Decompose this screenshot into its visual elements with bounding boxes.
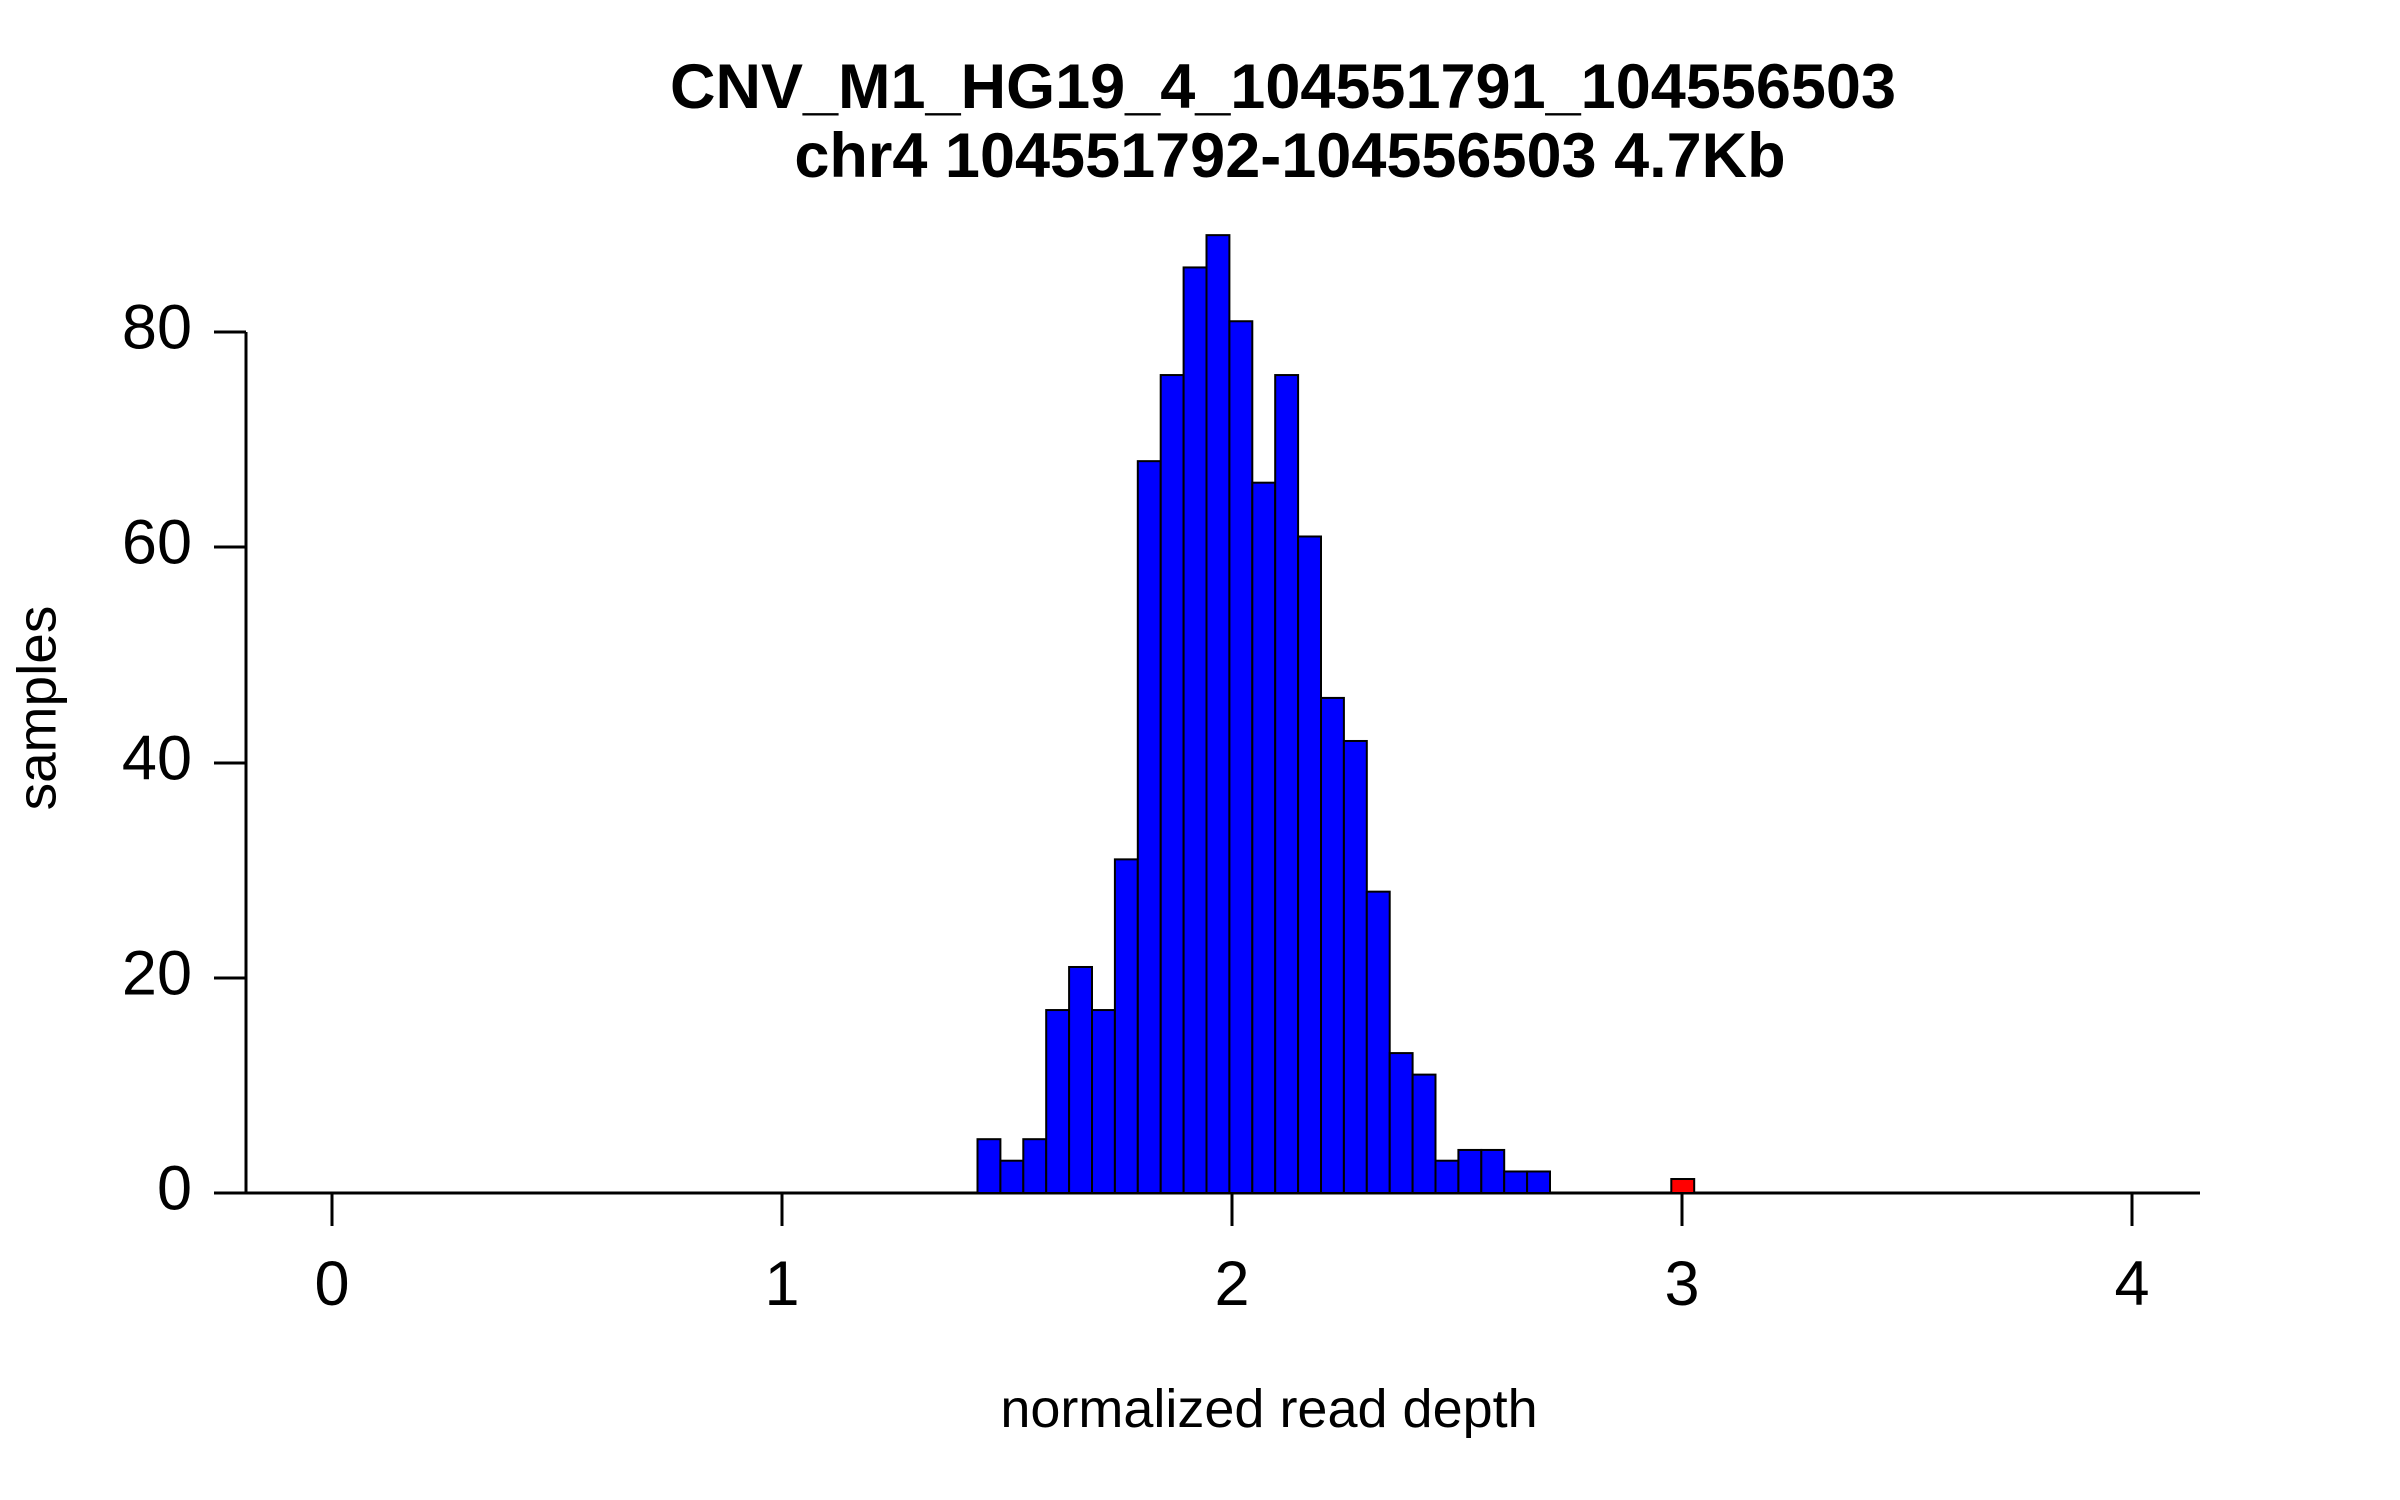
- svg-text:40: 40: [122, 724, 192, 794]
- svg-text:0: 0: [157, 1154, 192, 1224]
- svg-text:20: 20: [122, 939, 192, 1009]
- svg-text:4: 4: [2114, 1249, 2149, 1319]
- svg-text:samples: samples: [6, 606, 68, 811]
- svg-text:1: 1: [764, 1249, 799, 1319]
- svg-text:60: 60: [122, 508, 192, 578]
- svg-text:3: 3: [1664, 1249, 1699, 1319]
- svg-text:normalized read depth: normalized read depth: [1000, 1379, 1537, 1439]
- svg-text:chr4 104551792-104556503 4.7Kb: chr4 104551792-104556503 4.7Kb: [794, 121, 1785, 191]
- svg-text:80: 80: [122, 293, 192, 363]
- svg-text:0: 0: [314, 1249, 349, 1319]
- svg-text:CNV_M1_HG19_4_104551791_104556: CNV_M1_HG19_4_104551791_104556503: [670, 52, 1896, 122]
- svg-text:2: 2: [1214, 1249, 1249, 1319]
